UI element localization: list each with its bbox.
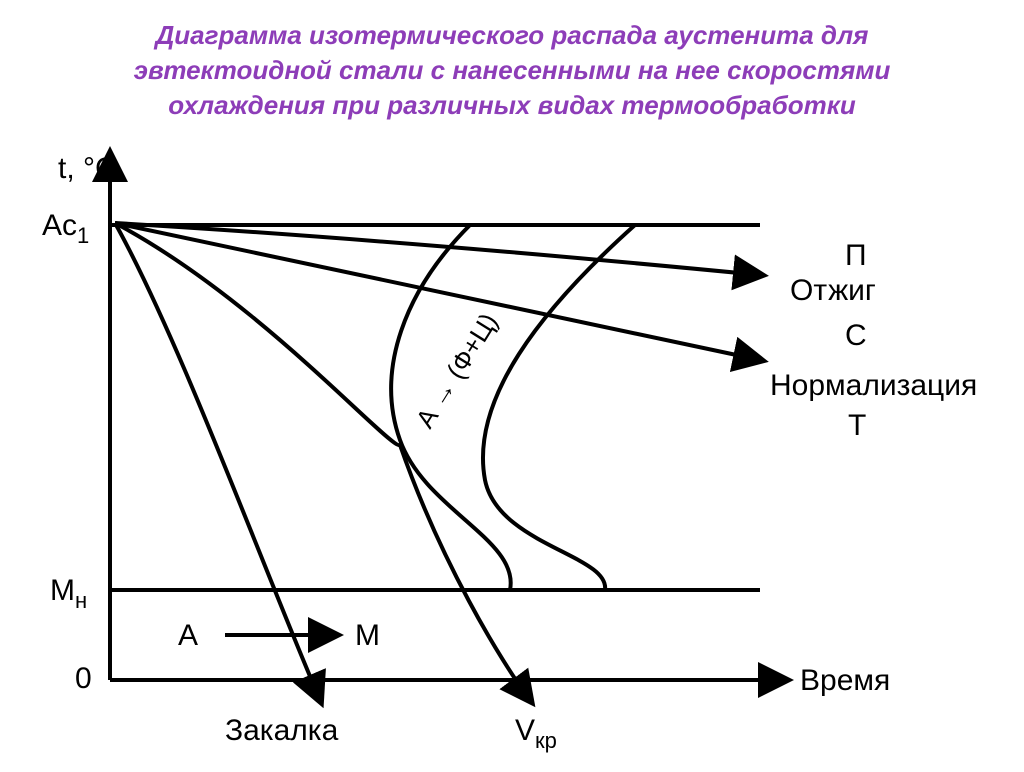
cooling-curve-quench	[115, 223, 320, 700]
tick-mn: Mн	[50, 574, 87, 613]
label-zakalka: Закалка	[225, 714, 339, 747]
label-vkr: Vкр	[515, 714, 557, 753]
label-m: М	[355, 619, 380, 652]
label-a: А	[178, 619, 198, 652]
tick-ac1: Ac1	[42, 209, 89, 248]
label-otzhig: Отжиг	[790, 274, 876, 307]
label-t: Т	[848, 409, 866, 442]
cooling-curve-normalizing	[115, 223, 760, 360]
c-curve-end	[483, 225, 635, 590]
ttt-diagram: А → (Ф+Ц) t, °C Ac1 Mн 0 Время А М Закал…	[0, 0, 1024, 772]
x-axis-label: Время	[800, 664, 890, 697]
tick-zero: 0	[75, 662, 92, 695]
y-axis-label: t, °C	[58, 152, 117, 185]
label-normalizatsiya: Нормализация	[770, 369, 977, 402]
cooling-curve-annealing	[115, 223, 760, 275]
label-s: С	[845, 319, 867, 352]
label-p: П	[845, 239, 867, 272]
